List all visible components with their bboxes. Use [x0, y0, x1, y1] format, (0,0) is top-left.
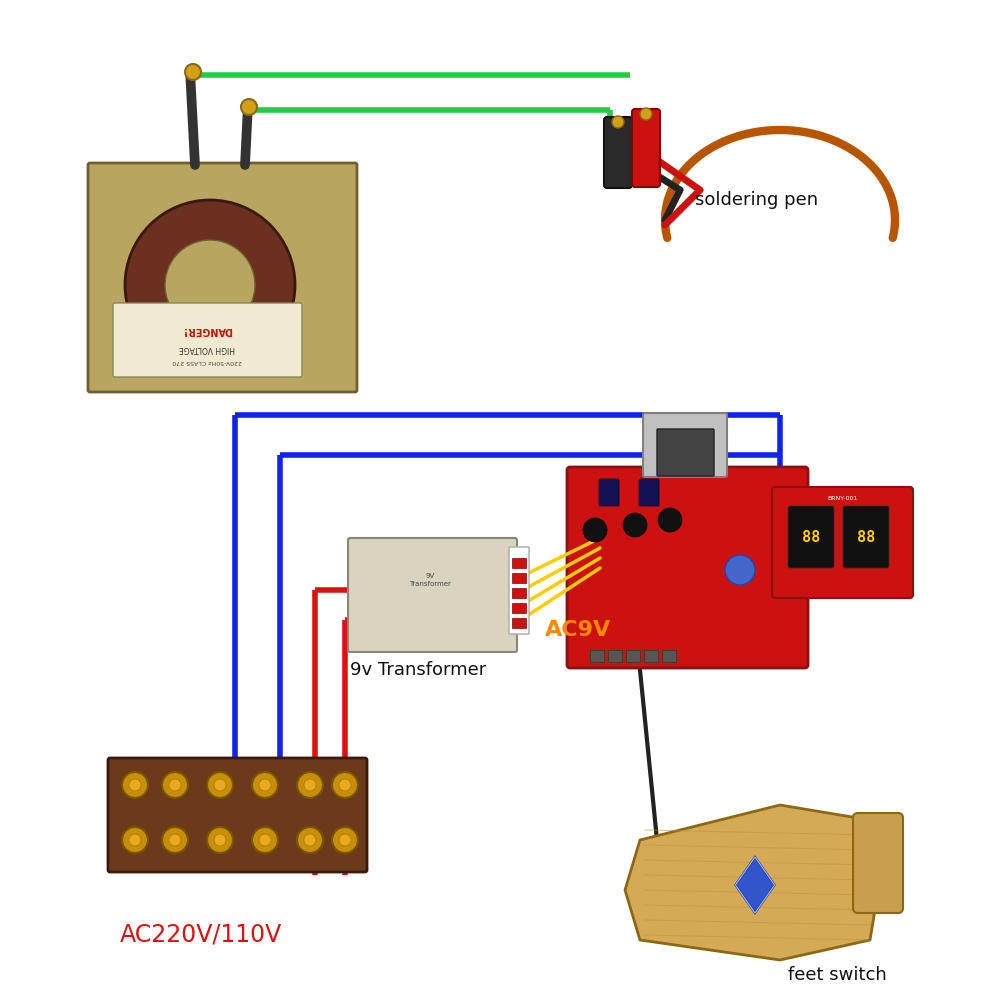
FancyBboxPatch shape	[604, 117, 632, 188]
FancyBboxPatch shape	[512, 573, 526, 583]
Circle shape	[252, 827, 278, 853]
Circle shape	[207, 772, 233, 798]
Circle shape	[259, 779, 271, 791]
FancyBboxPatch shape	[662, 650, 676, 662]
FancyBboxPatch shape	[113, 303, 302, 377]
FancyBboxPatch shape	[608, 650, 622, 662]
FancyBboxPatch shape	[643, 413, 727, 477]
Circle shape	[162, 827, 188, 853]
Circle shape	[583, 518, 607, 542]
Circle shape	[185, 64, 201, 80]
Circle shape	[339, 779, 351, 791]
FancyBboxPatch shape	[772, 487, 913, 598]
FancyBboxPatch shape	[639, 479, 659, 506]
Circle shape	[129, 779, 141, 791]
Circle shape	[125, 200, 295, 370]
FancyBboxPatch shape	[599, 479, 619, 506]
FancyBboxPatch shape	[512, 588, 526, 598]
FancyBboxPatch shape	[348, 538, 517, 652]
Circle shape	[169, 779, 181, 791]
Text: 88: 88	[802, 530, 820, 545]
Text: AC220V/110V: AC220V/110V	[120, 923, 282, 947]
FancyBboxPatch shape	[567, 467, 808, 668]
FancyBboxPatch shape	[644, 650, 658, 662]
Text: AC9V: AC9V	[545, 620, 612, 640]
Circle shape	[304, 779, 316, 791]
Circle shape	[339, 834, 351, 846]
Circle shape	[162, 772, 188, 798]
Text: DANGER!: DANGER!	[182, 325, 232, 335]
FancyBboxPatch shape	[512, 603, 526, 613]
Text: 220V-50Hz CLASS 270: 220V-50Hz CLASS 270	[172, 359, 242, 364]
Text: 9V
Transformer: 9V Transformer	[409, 574, 450, 587]
FancyBboxPatch shape	[853, 813, 903, 913]
FancyBboxPatch shape	[88, 163, 357, 392]
FancyBboxPatch shape	[632, 109, 660, 187]
Text: 9v Transformer: 9v Transformer	[350, 661, 486, 679]
Circle shape	[623, 513, 647, 537]
FancyBboxPatch shape	[590, 650, 604, 662]
Polygon shape	[736, 857, 775, 913]
Circle shape	[214, 779, 226, 791]
Circle shape	[332, 772, 358, 798]
FancyBboxPatch shape	[512, 618, 526, 628]
Text: BRNY-001: BRNY-001	[828, 495, 858, 500]
Circle shape	[297, 772, 323, 798]
FancyBboxPatch shape	[512, 558, 526, 568]
Circle shape	[252, 772, 278, 798]
FancyBboxPatch shape	[843, 506, 889, 568]
Circle shape	[658, 508, 682, 532]
Text: soldering pen: soldering pen	[695, 191, 818, 209]
Text: 88: 88	[857, 530, 875, 545]
FancyBboxPatch shape	[657, 429, 714, 476]
Circle shape	[214, 834, 226, 846]
FancyBboxPatch shape	[626, 650, 640, 662]
Circle shape	[122, 827, 148, 853]
Circle shape	[241, 99, 257, 115]
Circle shape	[304, 834, 316, 846]
Circle shape	[612, 116, 624, 128]
Text: HIGH VOLTAGE: HIGH VOLTAGE	[179, 343, 235, 352]
FancyBboxPatch shape	[509, 547, 529, 634]
Circle shape	[169, 834, 181, 846]
Circle shape	[129, 834, 141, 846]
Circle shape	[165, 240, 255, 330]
FancyBboxPatch shape	[788, 506, 834, 568]
Circle shape	[640, 108, 652, 120]
Circle shape	[259, 834, 271, 846]
Circle shape	[297, 827, 323, 853]
Circle shape	[207, 827, 233, 853]
Text: feet switch: feet switch	[788, 966, 887, 984]
Circle shape	[725, 555, 755, 585]
Circle shape	[332, 827, 358, 853]
Polygon shape	[625, 805, 880, 960]
Circle shape	[122, 772, 148, 798]
FancyBboxPatch shape	[108, 758, 367, 872]
